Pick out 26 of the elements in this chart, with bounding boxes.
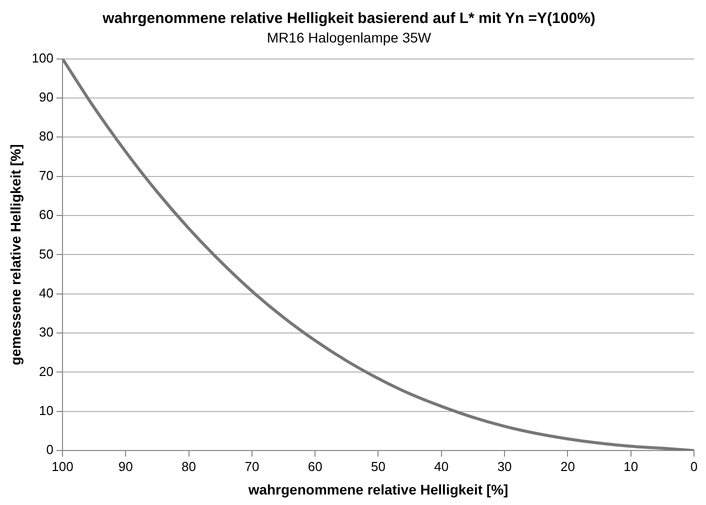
x-tick-label: 100: [52, 458, 74, 474]
x-tick-label: 50: [371, 458, 386, 474]
x-tick-label: 30: [497, 458, 512, 474]
y-tick-label: 60: [39, 207, 54, 222]
y-tick-label: 10: [39, 403, 54, 418]
x-tick-label: 10: [624, 458, 638, 474]
x-tick-label: 40: [434, 458, 449, 474]
y-tick-label: 80: [39, 128, 54, 144]
y-tick-label: 40: [39, 285, 54, 300]
x-tick-label: 0: [690, 458, 698, 474]
x-tick-label: 60: [308, 458, 322, 474]
chart-title: wahrgenommene relative Helligkeit basierend auf L* mit Yn =Y(100%): [102, 10, 596, 28]
y-tick-label: 20: [39, 364, 54, 379]
y-tick-label: 50: [39, 246, 54, 262]
x-tick-label: 20: [560, 458, 575, 474]
y-tick-label: 90: [39, 90, 54, 105]
y-tick-label: 70: [39, 168, 54, 183]
x-tick-label: 90: [118, 458, 133, 474]
y-tick-label: 30: [39, 324, 54, 340]
x-axis-title: wahrgenommene relative Helligkeit [%]: [247, 481, 508, 498]
x-tick-label: 80: [182, 458, 196, 474]
chart-subtitle: MR16 Halogenlampe 35W: [266, 29, 432, 46]
y-tick-label: 0: [46, 442, 54, 458]
y-axis-title: gemessene relative Helligkeit [%]: [7, 144, 24, 366]
x-tick-label: 70: [244, 458, 260, 474]
y-tick-label: 100: [32, 50, 54, 66]
